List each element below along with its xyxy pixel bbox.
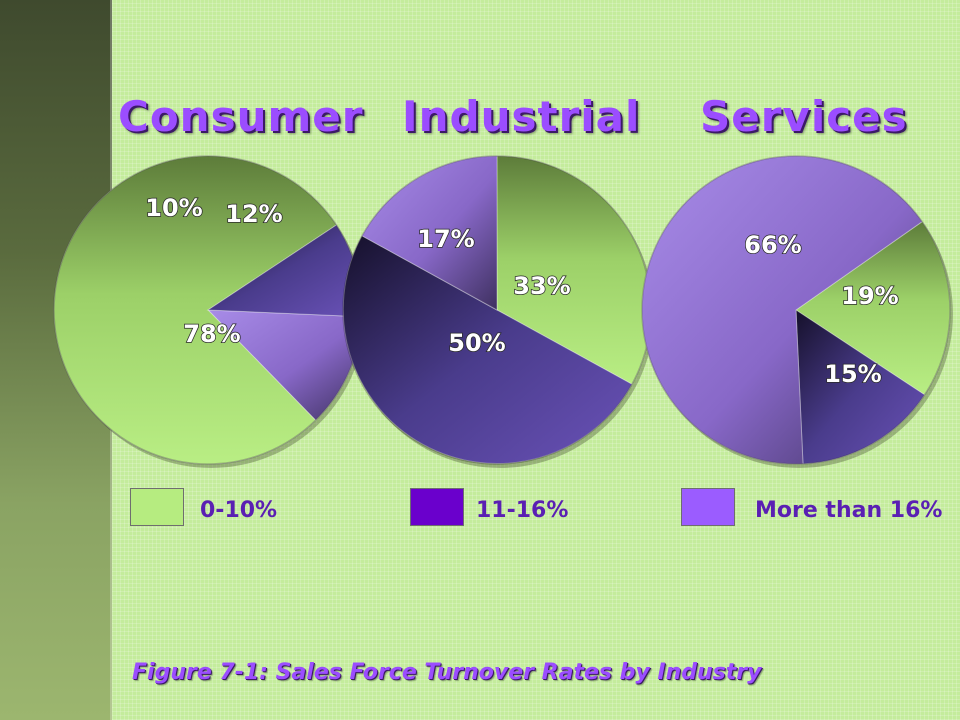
pie-0-label-high: 12% (225, 200, 282, 228)
pie-0-label-mid: 10% (145, 194, 202, 222)
pie-2-label-mid: 15% (824, 360, 881, 388)
legend-swatch-low (130, 488, 184, 526)
pie-1-slice-mid (342, 235, 633, 464)
legend-swatch-mid (410, 488, 464, 526)
pie-rim-2 (641, 155, 951, 465)
pie-2-slice-low (795, 220, 951, 396)
pie-1-slice-high (361, 155, 498, 311)
pie-1-label-mid: 50% (448, 329, 505, 357)
pie-2-label-low: 19% (841, 282, 898, 310)
pie-0-label-low: 78% (183, 320, 240, 348)
chart-title-services: Services (700, 92, 908, 141)
pie-1-slice-low (496, 155, 652, 385)
pie-2-label-high: 66% (744, 231, 801, 259)
pie-2-slice-mid (795, 309, 926, 465)
chart-title-consumer: Consumer (118, 92, 364, 141)
pie-2-slice-high (641, 155, 923, 465)
legend-swatch-high (681, 488, 735, 526)
legend-label-low: 0-10% (200, 498, 278, 523)
pie-1-label-high: 17% (417, 225, 474, 253)
legend-label-mid: 11-16% (476, 498, 569, 523)
figure-caption: Figure 7-1: Sales Force Turnover Rates b… (132, 660, 762, 685)
pie-0-slice-low (53, 155, 338, 465)
pie-1-label-low: 33% (513, 272, 570, 300)
legend-label-high: More than 16% (755, 498, 943, 523)
chart-title-industrial: Industrial (402, 92, 641, 141)
